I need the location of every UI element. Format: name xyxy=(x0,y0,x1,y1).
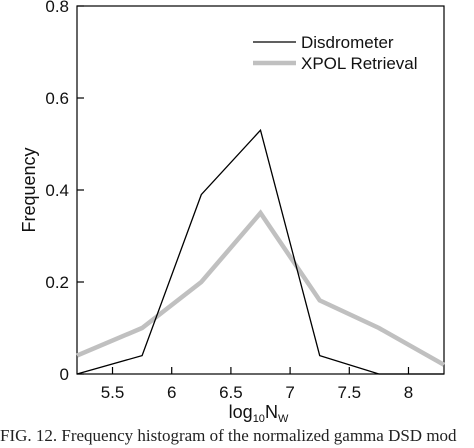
y-tick-label: 0.2 xyxy=(45,273,69,292)
series-line-disdrometer xyxy=(76,128,444,375)
x-tick-label: 6 xyxy=(167,383,176,402)
y-tick-label: 0.6 xyxy=(45,89,69,108)
x-axis-title-subscript: 10 xyxy=(253,413,265,425)
x-tick-label: 7 xyxy=(285,383,294,402)
y-tick-label: 0.8 xyxy=(45,0,69,16)
legend: Disdrometer XPOL Retrieval xyxy=(253,33,418,73)
x-axis-title-subscript: W xyxy=(278,413,289,425)
x-tick-label: 7.5 xyxy=(337,383,361,402)
x-tick-label: 8 xyxy=(404,383,413,402)
axes-layer: 0 0.2 0.4 0.6 0.8 5.5 6 6.5 7 7.5 8 Frequency log10N… xyxy=(19,0,413,425)
x-axis-title-part: log xyxy=(229,402,253,422)
figure-caption: FIG. 12. Frequency histogram of the norm… xyxy=(0,426,457,445)
x-axis-title-part: N xyxy=(265,402,278,422)
series-line-xpol-retrieval xyxy=(76,209,446,367)
series-layer xyxy=(76,128,446,375)
x-tick-label: 6.5 xyxy=(219,383,243,402)
y-tick-label: 0 xyxy=(60,365,69,384)
legend-label: Disdrometer xyxy=(301,33,394,52)
x-tick-label: 5.5 xyxy=(101,383,125,402)
legend-label: XPOL Retrieval xyxy=(301,54,418,73)
x-axis-title: log10NW xyxy=(229,402,289,425)
y-axis-title: Frequency xyxy=(19,147,39,232)
y-tick-label: 0.4 xyxy=(45,181,69,200)
